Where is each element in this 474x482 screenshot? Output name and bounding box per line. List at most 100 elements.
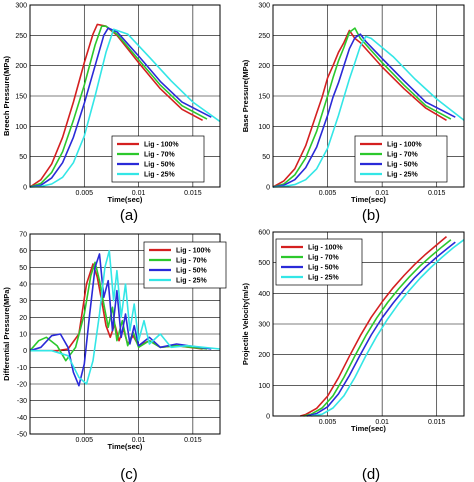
x-tick-label: 0.01 — [375, 190, 389, 197]
chart-panel-a: 0.005 0.01 0.015 0 50 100 150 200 250 300 Time(sec… — [2, 3, 221, 224]
panel-label: (a) — [120, 207, 138, 224]
y-tick-label: 50 — [19, 265, 27, 272]
y-tick-label: 70 — [19, 232, 27, 239]
legend-label-1: Lig - 100% — [308, 245, 343, 252]
legend-label-2: Lig - 70% — [308, 255, 340, 262]
series-line-3 — [306, 241, 456, 417]
series-line-1 — [300, 235, 448, 417]
x-tick-label: 0.015 — [184, 190, 202, 197]
y-axis-label: Differential Pressure(MPa) — [2, 287, 11, 381]
legend-label-3: Lig - 50% — [387, 162, 419, 169]
series-line-3 — [29, 27, 212, 188]
plot-frame — [272, 4, 465, 188]
y-tick-label: 150 — [258, 94, 270, 101]
y-tick-label: -20 — [17, 382, 27, 389]
y-axis-label: Base Pressure(MPa) — [241, 59, 250, 132]
legend-label-2: Lig - 70% — [144, 152, 176, 159]
y-tick-label: 0 — [266, 185, 270, 192]
legend-label-4: Lig - 25% — [308, 275, 340, 282]
y-axis-label: Breech Pressure(MPa) — [2, 55, 11, 136]
chart-panel-d: 0.005 0.01 0.015 0 100 200 300 400 500 600 Time(se… — [241, 230, 465, 482]
series-line-4 — [272, 35, 465, 188]
panel-label: (d) — [362, 466, 380, 482]
y-axis-label: Projectile Velocity(m/s) — [241, 282, 250, 365]
y-tick-label: 50 — [19, 154, 27, 161]
legend: Lig - 100% Lig - 70% Lig - 50% Lig - 25% — [354, 135, 448, 183]
chart-panel-c: 0.005 0.01 0.015 -50 -40 -30 -20 -10 0 10 20 30 40 50… — [2, 232, 227, 482]
series-line-1 — [29, 23, 203, 188]
y-tick-label: -10 — [17, 365, 27, 372]
series-line-4 — [30, 249, 221, 385]
legend-label-1: Lig - 100% — [144, 142, 179, 149]
panel-label: (b) — [362, 207, 380, 224]
plot-frame — [29, 4, 221, 188]
y-tick-label: 10 — [19, 332, 27, 339]
y-tick-label: 400 — [258, 291, 270, 298]
y-tick-label: 250 — [258, 33, 270, 40]
y-tick-label: 150 — [15, 94, 27, 101]
x-tick-label: 0.01 — [132, 437, 146, 444]
x-axis-label: Time(sec) — [351, 424, 386, 433]
plot-frame — [29, 233, 221, 435]
y-tick-label: 300 — [15, 3, 27, 10]
y-tick-label: 600 — [258, 230, 270, 237]
x-axis-label: Time(sec) — [108, 442, 143, 451]
y-tick-label: 200 — [15, 63, 27, 70]
series-line-2 — [272, 27, 452, 188]
series-line-3 — [29, 253, 212, 387]
panel-label: (c) — [120, 466, 138, 482]
x-axis-label: Time(sec) — [108, 195, 143, 204]
y-tick-label: 500 — [258, 260, 270, 267]
series-line-1 — [272, 29, 447, 188]
chart-panel-b: 0.005 0.01 0.015 0 50 100 150 200 250 300 Time(sec… — [241, 3, 465, 224]
plot-frame — [272, 231, 465, 417]
series-line-2 — [303, 239, 452, 417]
legend-label-3: Lig - 50% — [176, 268, 208, 275]
x-tick-label: 0.005 — [319, 419, 337, 426]
y-tick-label: -40 — [17, 415, 27, 422]
legend: Lig - 100% Lig - 70% Lig - 50% Lig - 25% — [111, 135, 205, 183]
y-tick-label: 50 — [262, 154, 270, 161]
x-tick-label: 0.005 — [76, 190, 94, 197]
legend-label-2: Lig - 70% — [176, 258, 208, 265]
series-line-4 — [311, 239, 465, 417]
x-tick-label: 0.015 — [184, 437, 202, 444]
x-tick-label: 0.005 — [319, 190, 337, 197]
series-line-2 — [29, 25, 208, 188]
series-line-3 — [272, 33, 456, 188]
y-tick-label: 200 — [258, 63, 270, 70]
legend-label-4: Lig - 25% — [387, 172, 419, 179]
legend-label-3: Lig - 50% — [144, 162, 176, 169]
x-tick-label: 0.015 — [428, 190, 446, 197]
y-tick-label: 200 — [258, 352, 270, 359]
y-tick-label: 40 — [19, 282, 27, 289]
y-tick-label: 100 — [15, 124, 27, 131]
y-tick-label: 0 — [266, 414, 270, 421]
y-tick-label: 300 — [258, 3, 270, 10]
x-tick-label: 0.01 — [132, 190, 146, 197]
y-tick-label: 20 — [19, 315, 27, 322]
y-tick-label: 250 — [15, 33, 27, 40]
y-tick-label: 0 — [23, 348, 27, 355]
series-line-4 — [29, 28, 221, 188]
y-tick-label: 300 — [258, 322, 270, 329]
y-tick-label: -30 — [17, 398, 27, 405]
legend: Lig - 100% Lig - 70% Lig - 50% Lig - 25% — [143, 241, 227, 289]
y-tick-label: 100 — [258, 124, 270, 131]
legend-label-3: Lig - 50% — [308, 265, 340, 272]
x-tick-label: 0.015 — [428, 419, 446, 426]
y-tick-label: 0 — [23, 185, 27, 192]
legend-label-1: Lig - 100% — [387, 142, 422, 149]
legend-label-4: Lig - 25% — [144, 172, 176, 179]
y-tick-label: 60 — [19, 248, 27, 255]
legend-label-4: Lig - 25% — [176, 278, 208, 285]
y-tick-label: -50 — [17, 432, 27, 439]
x-tick-label: 0.005 — [76, 437, 94, 444]
x-axis-label: Time(sec) — [351, 195, 386, 204]
legend-label-1: Lig - 100% — [176, 248, 211, 255]
legend-label-2: Lig - 70% — [387, 152, 419, 159]
legend: Lig - 100% Lig - 70% Lig - 50% Lig - 25% — [275, 238, 363, 286]
y-tick-label: 30 — [19, 298, 27, 305]
x-tick-label: 0.01 — [375, 419, 389, 426]
